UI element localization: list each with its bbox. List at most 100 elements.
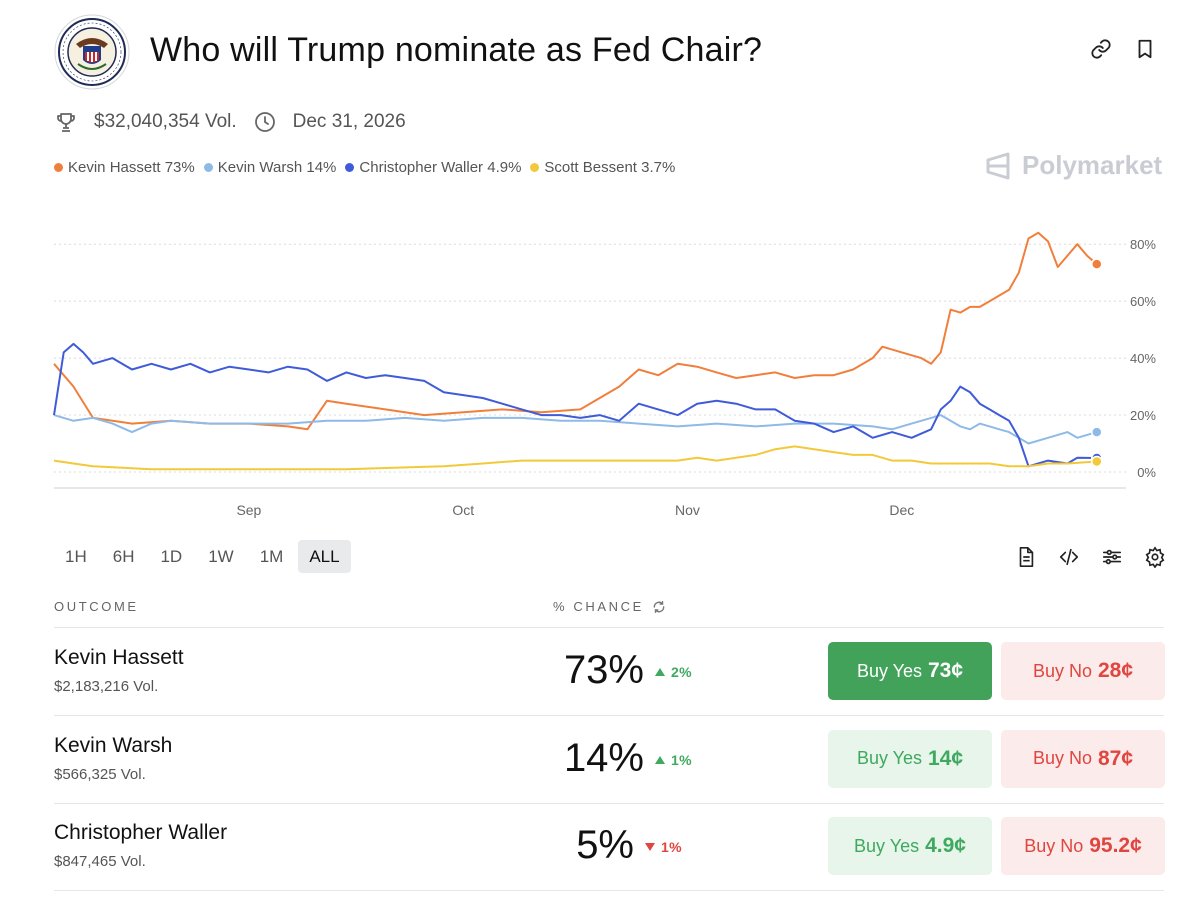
outcome-row[interactable]: Kevin Hassett $2,183,216 Vol. 73% 2% Buy Yes… bbox=[54, 628, 1165, 716]
legend-label: Scott Bessent 3.7% bbox=[544, 158, 676, 176]
buy-yes-button[interactable]: Buy Yes 14¢ bbox=[828, 729, 992, 788]
chance-change: 1% bbox=[645, 839, 682, 855]
legend-item: Christopher Waller 4.9% bbox=[345, 159, 521, 176]
time-range-selector: 1H 6H 1D 1W 1M ALL bbox=[54, 540, 351, 573]
range-button-6h[interactable]: 6H bbox=[112, 546, 135, 566]
outcome-row[interactable]: Kevin Warsh $566,325 Vol. 14% 1% Buy Yes 14¢ B… bbox=[54, 716, 1165, 804]
buy-yes-button[interactable]: Buy Yes 73¢ bbox=[828, 642, 992, 700]
buy-no-button[interactable]: Buy No 95.2¢ bbox=[1001, 817, 1165, 875]
legend-item: Kevin Hassett 73% bbox=[54, 159, 195, 176]
outcome-volume: $2,183,216 Vol. bbox=[54, 678, 159, 695]
y-tick-label: 20% bbox=[1130, 408, 1156, 423]
range-button-1d[interactable]: 1D bbox=[160, 546, 183, 566]
y-tick-label: 60% bbox=[1130, 294, 1156, 309]
outcome-chance: 73% bbox=[563, 648, 644, 692]
buy-no-button[interactable]: Buy No 28¢ bbox=[1001, 642, 1165, 700]
chart-tools bbox=[1015, 546, 1166, 569]
outcome-row[interactable]: Christopher Waller $847,465 Vol. 5% 1% Buy Y… bbox=[54, 803, 1165, 891]
buy-no-price: 28¢ bbox=[1097, 659, 1134, 682]
buy-yes-button[interactable]: Buy Yes 4.9¢ bbox=[828, 817, 992, 875]
buy-yes-price: 73¢ bbox=[928, 659, 964, 682]
series-line-christopher-waller bbox=[53, 342, 1097, 468]
refresh-icon[interactable] bbox=[652, 600, 666, 614]
chance-change: 2% bbox=[655, 664, 692, 680]
legend-item: Scott Bessent 3.7% bbox=[530, 159, 675, 176]
buy-no-label: Buy No bbox=[1032, 748, 1092, 768]
series-endpoint-scott-bessent bbox=[1091, 455, 1103, 468]
chance-change-value: 1% bbox=[661, 839, 683, 855]
market-header: Who will Trump nominate as Fed Chair? bbox=[54, 14, 1164, 90]
legend-dot bbox=[530, 162, 540, 172]
buy-no-button[interactable]: Buy No 87¢ bbox=[1001, 729, 1165, 788]
triangle-up-icon bbox=[655, 668, 665, 676]
price-history-chart[interactable]: 80% 60% 40% 20% 0% Sep Oct Nov Dec bbox=[0, 190, 1200, 530]
x-tick-label: Nov bbox=[675, 502, 700, 518]
legend-label: Kevin Hassett 73% bbox=[68, 158, 195, 176]
market-title: Who will Trump nominate as Fed Chair? bbox=[150, 31, 763, 69]
market-end-date: Dec 31, 2026 bbox=[292, 111, 406, 132]
federal-reserve-seal-icon bbox=[54, 14, 130, 90]
code-embed-icon[interactable] bbox=[1058, 546, 1080, 568]
x-tick-label: Dec bbox=[889, 502, 914, 518]
outcome-name: Kevin Hassett bbox=[54, 646, 184, 669]
trophy-icon bbox=[54, 110, 78, 134]
outcome-name: Kevin Warsh bbox=[54, 733, 173, 757]
series-line-kevin-hassett bbox=[53, 231, 1098, 431]
series-endpoint-kevin-warsh bbox=[1091, 426, 1103, 438]
buy-yes-price: 4.9¢ bbox=[925, 834, 966, 857]
legend-dot bbox=[345, 162, 355, 172]
buy-no-label: Buy No bbox=[1032, 660, 1092, 681]
buy-yes-label: Buy Yes bbox=[854, 835, 920, 856]
buy-no-label: Buy No bbox=[1024, 835, 1084, 856]
clock-icon bbox=[253, 110, 277, 134]
range-button-all[interactable]: ALL bbox=[298, 540, 351, 573]
chance-change-value: 2% bbox=[671, 664, 693, 680]
series-line-kevin-warsh bbox=[53, 414, 1098, 445]
y-tick-label: 80% bbox=[1130, 237, 1156, 252]
series-endpoint-kevin-hassett bbox=[1091, 258, 1103, 270]
buy-no-price: 95.2¢ bbox=[1089, 834, 1142, 857]
outcome-column-header: OUTCOME bbox=[54, 599, 139, 614]
legend-dot bbox=[54, 162, 63, 172]
outcome-chance: 14% bbox=[563, 735, 644, 780]
legend-label: Christopher Waller 4.9% bbox=[359, 158, 522, 176]
x-tick-label: Sep bbox=[236, 502, 261, 518]
watermark-text: Polymarket bbox=[1022, 150, 1163, 180]
market-meta: $32,040,354 Vol. Dec 31, 2026 bbox=[54, 108, 406, 136]
buy-yes-price: 14¢ bbox=[928, 746, 964, 770]
settings-gear-icon[interactable] bbox=[1144, 546, 1166, 569]
bookmark-icon[interactable] bbox=[1134, 38, 1156, 60]
chance-column-label: % CHANCE bbox=[553, 599, 644, 614]
buy-yes-label: Buy Yes bbox=[856, 748, 922, 768]
buy-yes-label: Buy Yes bbox=[856, 660, 922, 681]
market-volume: $32,040,354 Vol. bbox=[94, 111, 237, 132]
outcome-volume: $566,325 Vol. bbox=[54, 765, 146, 783]
link-icon[interactable] bbox=[1090, 38, 1112, 60]
triangle-down-icon bbox=[645, 843, 655, 851]
y-tick-label: 40% bbox=[1130, 351, 1156, 366]
chart-legend: Kevin Hassett 73% Kevin Warsh 14% Christop… bbox=[54, 157, 684, 177]
legend-item: Kevin Warsh 14% bbox=[203, 158, 337, 176]
legend-dot bbox=[203, 162, 213, 172]
chance-change-value: 1% bbox=[671, 751, 693, 768]
outcomes-table-header: OUTCOME % CHANCE bbox=[54, 598, 1164, 628]
polymarket-watermark: Polymarket bbox=[984, 150, 1162, 181]
outcome-chance: 5% bbox=[576, 823, 634, 867]
outcome-volume: $847,465 Vol. bbox=[54, 853, 146, 870]
legend-label: Kevin Warsh 14% bbox=[217, 158, 337, 176]
range-button-1h[interactable]: 1H bbox=[65, 546, 87, 566]
series-line-scott-bessent bbox=[53, 445, 1097, 471]
sliders-icon[interactable] bbox=[1101, 546, 1123, 568]
price-history-chart-svg: 80% 60% 40% 20% 0% Sep Oct Nov Dec bbox=[53, 231, 1156, 518]
outcome-name: Christopher Waller bbox=[54, 821, 228, 844]
range-button-1w[interactable]: 1W bbox=[208, 546, 234, 566]
polymarket-logo-icon bbox=[986, 152, 1010, 179]
y-tick-label: 0% bbox=[1137, 465, 1156, 480]
buy-no-price: 87¢ bbox=[1097, 746, 1134, 770]
document-icon[interactable] bbox=[1015, 546, 1037, 568]
chance-change: 1% bbox=[655, 752, 692, 768]
triangle-up-icon bbox=[655, 755, 665, 764]
chance-column-header: % CHANCE bbox=[553, 599, 666, 614]
x-tick-label: Oct bbox=[452, 502, 474, 518]
range-button-1m[interactable]: 1M bbox=[259, 546, 284, 566]
